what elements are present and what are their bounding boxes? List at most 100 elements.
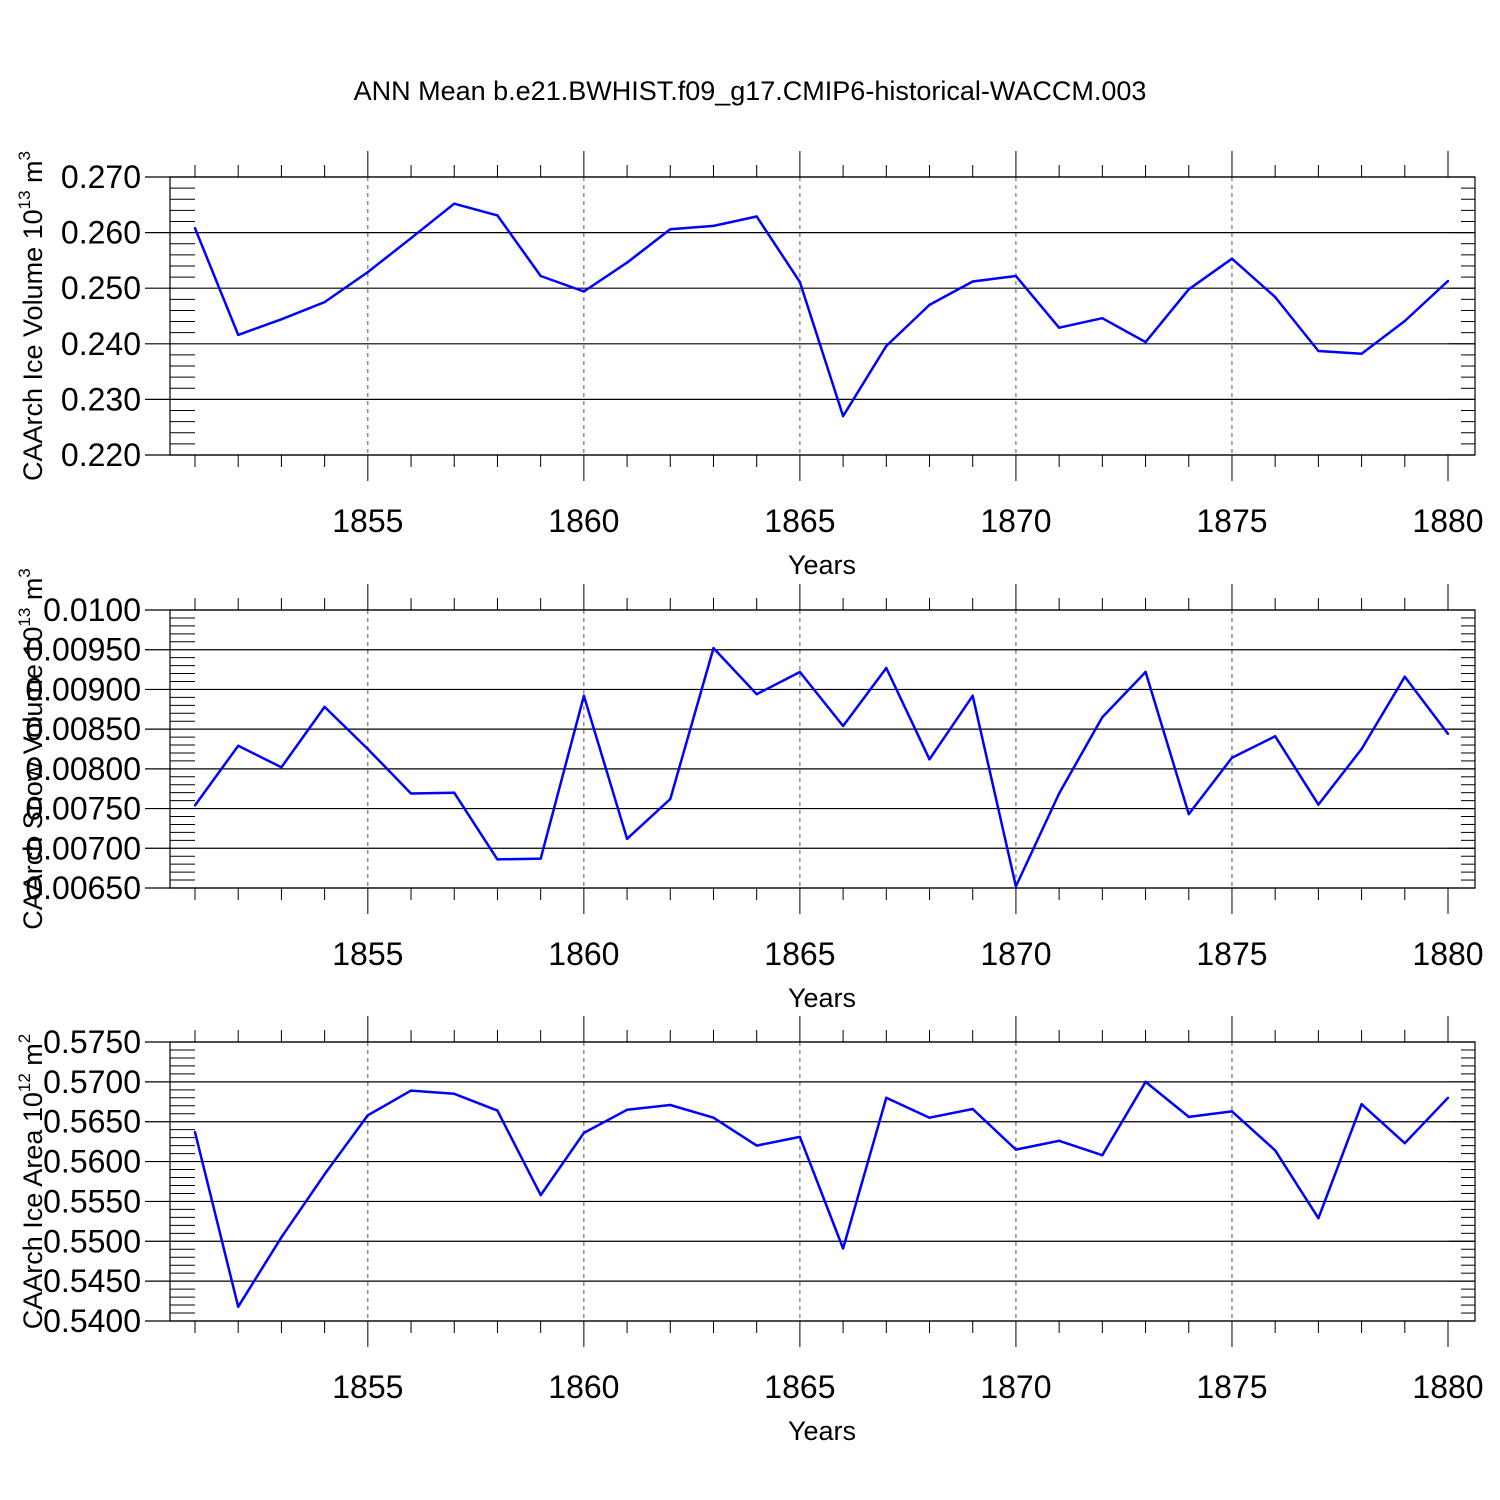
y-tick-label: 0.5550 <box>43 1183 141 1219</box>
data-point <box>1101 716 1104 719</box>
data-point <box>1057 1139 1061 1143</box>
x-tick-label: 1875 <box>1196 1369 1267 1405</box>
data-point <box>841 724 845 728</box>
data-point <box>885 344 888 348</box>
x-tick-label: 1865 <box>764 1369 835 1405</box>
data-point <box>409 1089 413 1092</box>
data-point <box>323 705 326 709</box>
data-point <box>712 224 715 228</box>
data-point <box>798 670 802 674</box>
data-point <box>1273 295 1277 299</box>
data-point <box>1014 1148 1018 1151</box>
series-line <box>193 202 1449 418</box>
y-tick-label: 0.250 <box>61 270 141 306</box>
data-point <box>1230 756 1234 759</box>
x-tick-label: 1855 <box>332 1369 403 1405</box>
data-point <box>539 1193 542 1197</box>
data-point <box>1446 732 1450 736</box>
data-point <box>237 333 240 337</box>
y-tick-label: 0.00950 <box>25 632 141 668</box>
x-axis-label: Years <box>788 550 856 580</box>
data-point <box>1144 340 1147 344</box>
x-tick-label: 1860 <box>548 503 619 539</box>
data-point <box>237 744 240 748</box>
data-point <box>539 857 542 860</box>
data-point <box>453 791 456 794</box>
data-point <box>1446 1096 1450 1100</box>
x-tick-label: 1880 <box>1412 1369 1483 1405</box>
data-point <box>1360 747 1363 751</box>
data-point <box>712 1116 715 1119</box>
data-point <box>280 1236 283 1239</box>
data-point <box>323 300 326 304</box>
y-tick-label: 0.5700 <box>43 1064 141 1100</box>
data-point <box>755 1144 758 1147</box>
data-point <box>193 804 197 807</box>
x-axis-label: Years <box>788 1416 856 1446</box>
data-point <box>1230 257 1234 260</box>
series-line <box>193 1080 1449 1308</box>
x-tick-label: 1875 <box>1196 936 1267 972</box>
data-point <box>885 1096 888 1100</box>
data-point <box>193 1130 197 1134</box>
data-point <box>1187 288 1190 291</box>
data-point <box>582 1131 586 1135</box>
data-point <box>841 1247 845 1250</box>
data-point <box>496 1109 499 1112</box>
y-tick-label: 0.220 <box>61 437 141 473</box>
y-tick-label: 0.5400 <box>43 1303 141 1339</box>
data-point <box>409 792 413 795</box>
data-point <box>582 290 586 293</box>
x-tick-label: 1860 <box>548 936 619 972</box>
y-tick-label: 0.00750 <box>25 791 141 827</box>
data-point <box>237 1305 240 1308</box>
data-point <box>453 1092 456 1096</box>
data-point <box>582 694 586 697</box>
data-point <box>669 228 672 231</box>
data-point <box>971 280 974 283</box>
data-point <box>366 270 370 274</box>
data-point <box>1317 1216 1320 1220</box>
data-point <box>1144 1080 1147 1084</box>
data-point <box>366 1114 370 1117</box>
data-point <box>1187 812 1190 816</box>
data-point <box>755 215 758 218</box>
data-point <box>1014 274 1018 278</box>
x-tick-label: 1860 <box>548 1369 619 1405</box>
data-point <box>193 226 197 230</box>
data-point <box>841 414 845 418</box>
x-tick-label: 1855 <box>332 936 403 972</box>
data-point <box>1403 675 1406 678</box>
data-point <box>1317 803 1320 806</box>
data-point <box>1057 792 1061 795</box>
y-tick-label: 0.270 <box>61 159 141 195</box>
y-tick-label: 0.5500 <box>43 1223 141 1259</box>
data-point <box>928 758 931 761</box>
y-tick-label: 0.00900 <box>25 671 141 707</box>
y-tick-label: 0.230 <box>61 381 141 417</box>
data-point <box>971 694 974 697</box>
y-tick-label: 0.00650 <box>25 870 141 906</box>
data-point <box>1101 317 1104 320</box>
x-axis-label: Years <box>788 983 856 1013</box>
data-point <box>366 747 370 751</box>
plot-frame <box>169 609 1476 889</box>
x-tick-label: 1855 <box>332 503 403 539</box>
y-tick-label: 0.5450 <box>43 1263 141 1299</box>
data-point <box>496 214 499 217</box>
data-point <box>1360 352 1363 356</box>
x-tick-label: 1880 <box>1412 503 1483 539</box>
data-point <box>1360 1102 1363 1106</box>
data-point <box>755 692 758 696</box>
data-point <box>1101 1153 1104 1157</box>
data-point <box>453 202 456 205</box>
data-point <box>625 261 629 264</box>
data-point <box>928 303 931 307</box>
data-point <box>1403 319 1406 323</box>
x-tick-label: 1870 <box>980 936 1051 972</box>
y-tick-label: 0.260 <box>61 215 141 251</box>
data-point <box>798 280 802 284</box>
y-axis-label: CAArch Ice Volume 1013 m3 <box>15 151 48 481</box>
